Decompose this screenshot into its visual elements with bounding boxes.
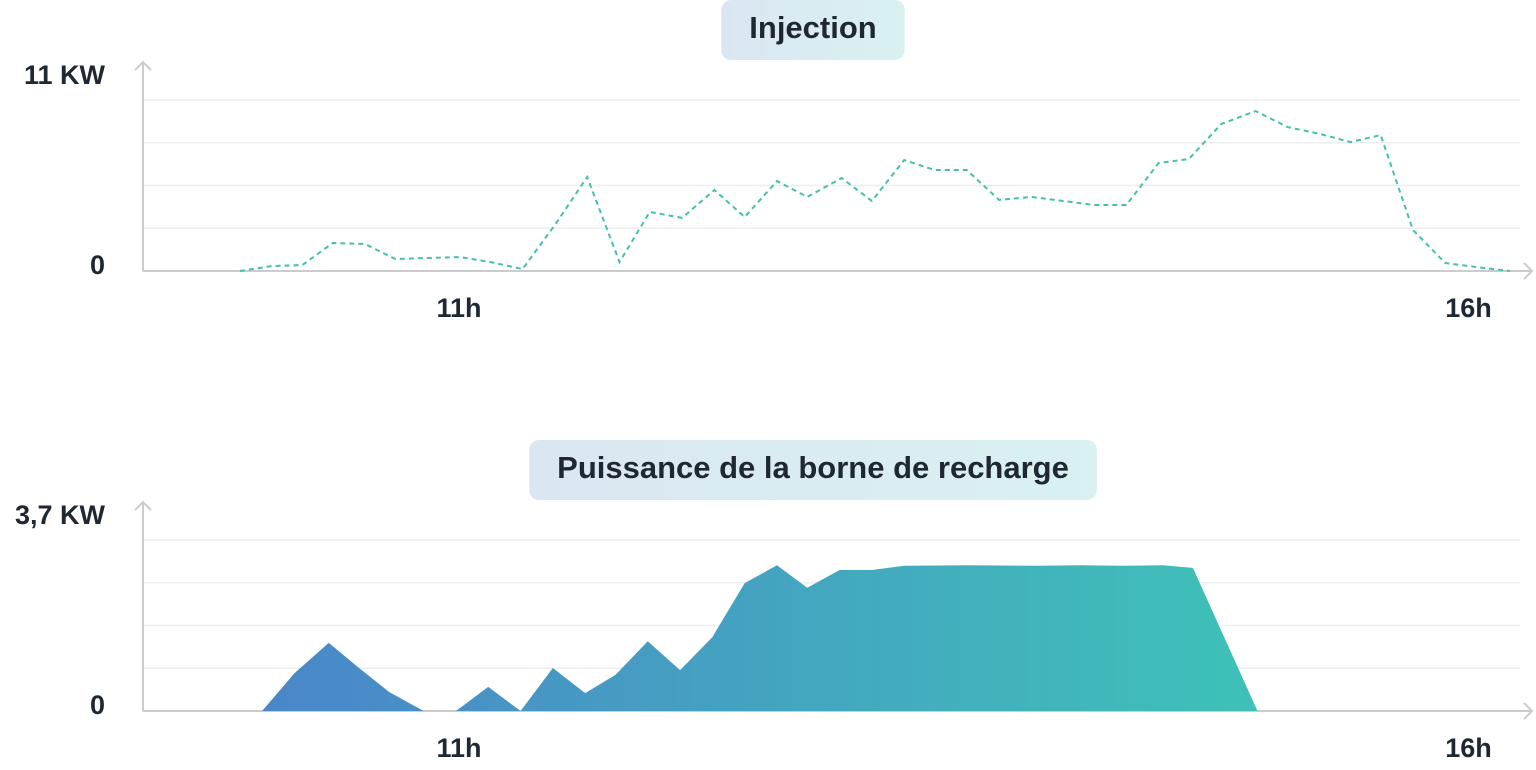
x-tick-label: 11h	[436, 293, 481, 323]
chart-title: Puissance de la borne de recharge	[557, 450, 1069, 485]
title-pill	[529, 440, 1097, 500]
x-tick-label: 16h	[1445, 293, 1492, 323]
chart-title: Injection	[749, 10, 876, 45]
x-tick-label: 16h	[1445, 733, 1492, 763]
injection-line	[239, 109, 1511, 272]
x-axis	[143, 262, 1534, 280]
y-tick-label: 3,7 KW	[15, 500, 106, 530]
power-area	[262, 565, 1258, 711]
title-pill	[721, 0, 905, 60]
y-tick-label: 0	[90, 690, 105, 720]
y-axis	[134, 60, 152, 271]
x-tick-label: 11h	[436, 733, 481, 763]
y-tick-label: 0	[90, 250, 105, 280]
y-axis	[134, 500, 152, 711]
y-tick-label: 11 KW	[24, 60, 106, 90]
